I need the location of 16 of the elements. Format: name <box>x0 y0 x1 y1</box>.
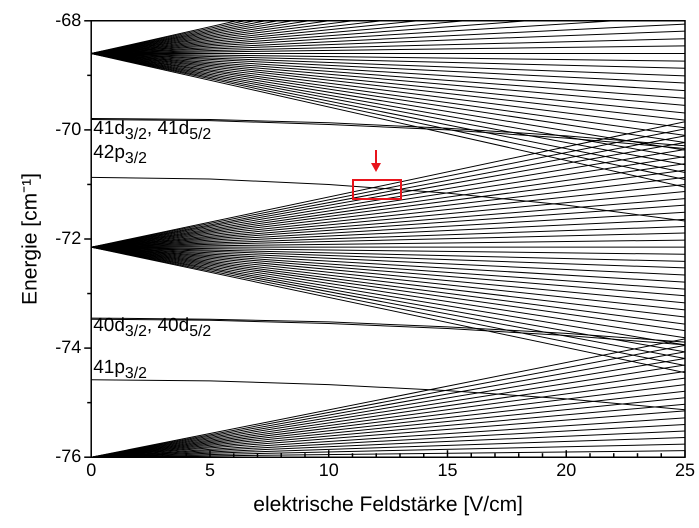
x-tick-label: 15 <box>437 460 458 480</box>
y-tick-label: -76 <box>55 446 82 466</box>
x-tick-label: 10 <box>318 460 339 480</box>
annotation: 41p$_{3/2}$ <box>93 357 147 384</box>
x-axis-title: elektrische Feldstärke [V/cm] <box>253 493 523 516</box>
y-tick-label: -74 <box>55 337 82 358</box>
annotation: 42p$_{3/2}$ <box>93 142 147 169</box>
annotation: 41d$_{3/2}$, 41d$_{5/2}$ <box>93 118 212 143</box>
x-tick-label: 0 <box>86 460 96 480</box>
y-axis-title: Energie [cm⁻¹] <box>18 173 42 305</box>
y-tick-label: -72 <box>55 228 82 248</box>
y-tick-label: -68 <box>55 10 82 30</box>
x-tick-label: 5 <box>204 460 215 480</box>
x-tick-label: 25 <box>674 460 696 480</box>
y-tick-label: -70 <box>55 118 82 139</box>
x-tick-label: 20 <box>556 460 576 480</box>
